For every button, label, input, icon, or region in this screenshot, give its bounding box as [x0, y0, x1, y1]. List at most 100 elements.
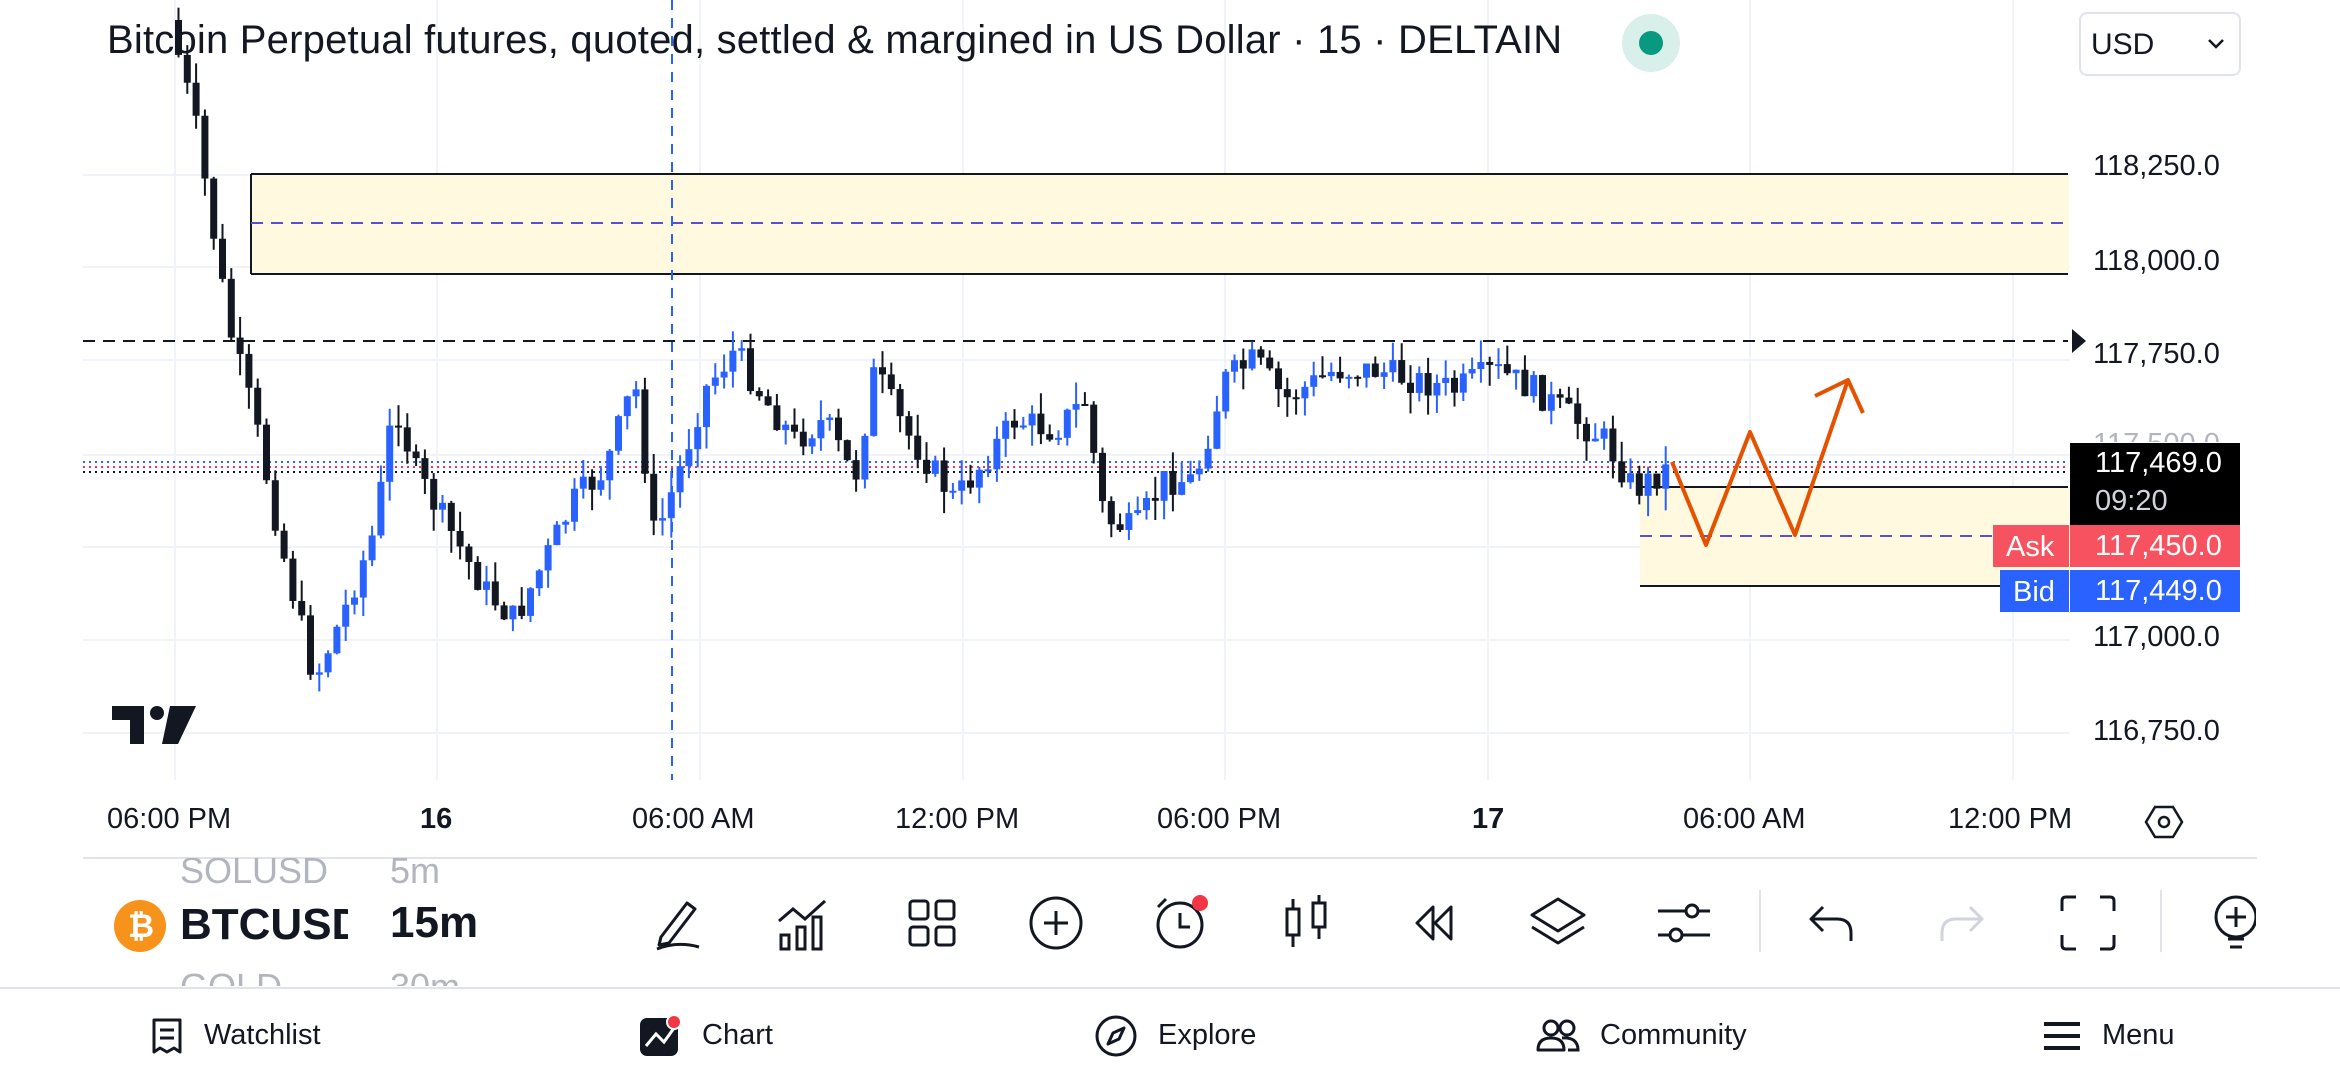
- bid-price-tag: 117,449.0: [2070, 570, 2240, 612]
- price-axis-label: 117,000.0: [2093, 621, 2220, 653]
- last-price-value: 117,469.0: [2095, 447, 2222, 479]
- candle-body: [588, 476, 596, 490]
- candle-body: [1081, 404, 1089, 407]
- candle-body: [315, 672, 323, 675]
- candle-body: [1134, 510, 1142, 514]
- candle-body: [1512, 369, 1520, 374]
- candle-body: [1046, 434, 1054, 440]
- redo-icon[interactable]: [1930, 893, 1990, 953]
- next-interval[interactable]: 30m: [390, 966, 460, 986]
- candle-body: [465, 546, 473, 562]
- candle-body: [1187, 474, 1194, 483]
- chart-settings-hex-icon[interactable]: [2144, 802, 2184, 842]
- candle-body: [659, 518, 666, 521]
- candle-body: [1398, 360, 1406, 383]
- candle-body: [1574, 403, 1582, 424]
- candle-body: [342, 604, 350, 627]
- candle-body: [289, 558, 297, 601]
- time-axis-label-clipped: 12:00 PM: [1948, 803, 2070, 835]
- candle-body: [1380, 372, 1388, 377]
- candle-body: [1627, 473, 1634, 483]
- candle-body: [826, 417, 834, 421]
- candle-body: [791, 424, 798, 432]
- candle-body: [1345, 376, 1353, 379]
- add-icon[interactable]: [1026, 893, 1086, 953]
- nav-explore[interactable]: Explore: [1094, 989, 1256, 1082]
- candle-body: [307, 615, 314, 675]
- prev-interval[interactable]: 5m: [390, 858, 441, 891]
- candle-body: [527, 588, 534, 616]
- chart-type-icon[interactable]: [1277, 893, 1337, 953]
- market-open-icon: [1639, 31, 1663, 55]
- tradingview-logo-icon: [112, 706, 196, 744]
- candle-body: [782, 424, 790, 431]
- undo-icon[interactable]: [1803, 893, 1863, 953]
- candle-body: [447, 502, 455, 531]
- candle-body: [1495, 364, 1502, 367]
- candle-body: [940, 460, 948, 492]
- nav-community[interactable]: Community: [1536, 989, 1747, 1082]
- time-axis-label: 06:00 AM: [1683, 803, 1806, 835]
- ask-price: 117,450.0: [2095, 530, 2222, 562]
- symbol-interval-picker[interactable]: SOLUSD 5m ₿ BTCUSD 15m GOLD 30m: [110, 858, 540, 986]
- projection-path: [1670, 379, 1850, 547]
- candle-body: [359, 560, 367, 598]
- candle-body: [1433, 382, 1441, 396]
- ask-price-tag: 117,450.0: [2070, 525, 2240, 567]
- candle-body: [949, 490, 957, 493]
- draw-pen-icon[interactable]: [647, 893, 707, 953]
- candle-body: [1204, 448, 1212, 469]
- nav-watchlist[interactable]: Watchlist: [150, 989, 321, 1082]
- candle-body: [711, 377, 719, 386]
- market-status-indicator[interactable]: [1622, 14, 1680, 72]
- candle-body: [280, 530, 288, 559]
- current-interval[interactable]: 15m: [390, 898, 479, 947]
- candle-body: [1530, 375, 1538, 397]
- layouts-icon[interactable]: [902, 893, 962, 953]
- candle-body: [1653, 473, 1661, 489]
- bid-label: Bid: [2013, 576, 2055, 608]
- candle-body: [1125, 513, 1133, 530]
- prev-symbol[interactable]: SOLUSD: [180, 858, 329, 891]
- price-chart[interactable]: [0, 0, 2340, 860]
- current-symbol[interactable]: BTCUSD: [180, 900, 348, 949]
- candle-body: [1319, 375, 1326, 378]
- candle-body: [1415, 373, 1423, 393]
- candle-body: [324, 653, 332, 673]
- candle-body: [835, 417, 842, 441]
- candle-body: [799, 431, 807, 447]
- nav-chart[interactable]: Chart: [638, 989, 773, 1082]
- replay-icon[interactable]: [1403, 893, 1463, 953]
- ideas-bulb-icon[interactable]: [2206, 893, 2256, 953]
- settings-sliders-icon[interactable]: [1654, 893, 1714, 953]
- candle-body: [1019, 425, 1027, 428]
- last-price-tag: 117,469.0 09:20: [2070, 443, 2240, 529]
- time-axis-label: 06:00 PM: [1157, 803, 1282, 835]
- candle-body: [421, 458, 429, 479]
- candle-body: [1275, 368, 1282, 390]
- projection-arrowhead: [1814, 378, 1865, 414]
- candle-body: [738, 348, 746, 351]
- alert-icon[interactable]: [1152, 893, 1212, 953]
- time-axis-label: 06:00 PM: [107, 803, 232, 835]
- candle-body: [1459, 373, 1467, 393]
- candle-body: [579, 476, 587, 489]
- candle-body: [887, 374, 895, 390]
- currency-select[interactable]: USD: [2079, 12, 2241, 76]
- toolbar-separator: [2160, 890, 2162, 952]
- candle-body: [219, 238, 226, 279]
- candle-body: [1195, 468, 1203, 475]
- community-icon: [1536, 1019, 1580, 1051]
- layers-icon[interactable]: [1528, 893, 1588, 953]
- candle-body: [192, 82, 200, 116]
- indicators-icon[interactable]: [775, 893, 835, 953]
- price-axis-label: 117,750.0: [2093, 338, 2220, 370]
- compass-icon: [1095, 1015, 1137, 1056]
- fullscreen-icon[interactable]: [2058, 893, 2118, 953]
- candle-body: [1547, 394, 1555, 411]
- candle-body: [747, 348, 754, 392]
- candle-body: [632, 389, 640, 397]
- next-symbol[interactable]: GOLD: [180, 966, 282, 986]
- nav-menu[interactable]: Menu: [2042, 989, 2175, 1082]
- candle-body: [483, 581, 490, 590]
